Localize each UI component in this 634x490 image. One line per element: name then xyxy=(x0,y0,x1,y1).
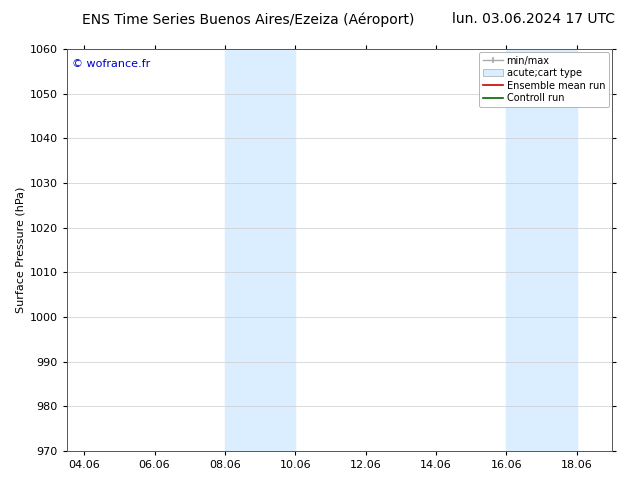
Y-axis label: Surface Pressure (hPa): Surface Pressure (hPa) xyxy=(15,187,25,313)
Bar xyxy=(225,49,295,451)
Legend: min/max, acute;cart type, Ensemble mean run, Controll run: min/max, acute;cart type, Ensemble mean … xyxy=(479,52,609,107)
Text: © wofrance.fr: © wofrance.fr xyxy=(72,59,150,69)
Text: ENS Time Series Buenos Aires/Ezeiza (Aéroport): ENS Time Series Buenos Aires/Ezeiza (Aér… xyxy=(82,12,415,27)
Bar xyxy=(507,49,577,451)
Text: lun. 03.06.2024 17 UTC: lun. 03.06.2024 17 UTC xyxy=(452,12,615,26)
